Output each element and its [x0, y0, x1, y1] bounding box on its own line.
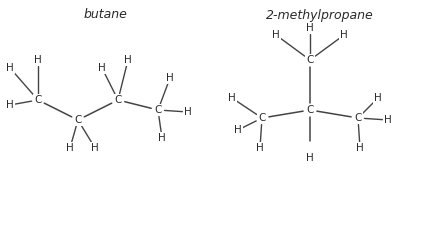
Text: H: H: [340, 30, 348, 40]
Text: butane: butane: [83, 9, 127, 22]
Text: C: C: [306, 55, 314, 65]
Text: H: H: [306, 153, 314, 163]
Text: H: H: [356, 143, 364, 153]
Text: H: H: [184, 107, 192, 117]
Text: H: H: [124, 55, 132, 65]
Text: H: H: [374, 93, 382, 103]
Text: C: C: [258, 113, 266, 123]
Text: 2-methylpropane: 2-methylpropane: [266, 9, 374, 22]
Text: H: H: [98, 63, 106, 73]
Text: H: H: [234, 125, 242, 135]
Text: C: C: [154, 105, 162, 115]
Text: H: H: [166, 73, 174, 83]
Text: H: H: [66, 143, 74, 153]
Text: C: C: [74, 115, 82, 125]
Text: C: C: [114, 95, 122, 105]
Text: H: H: [228, 93, 236, 103]
Text: C: C: [354, 113, 362, 123]
Text: H: H: [158, 133, 166, 143]
Text: H: H: [256, 143, 264, 153]
Text: H: H: [272, 30, 280, 40]
Text: H: H: [384, 115, 392, 125]
Text: H: H: [6, 100, 14, 110]
Text: H: H: [91, 143, 99, 153]
Text: C: C: [306, 105, 314, 115]
Text: H: H: [34, 55, 42, 65]
Text: H: H: [306, 23, 314, 33]
Text: C: C: [34, 95, 42, 105]
Text: H: H: [6, 63, 14, 73]
